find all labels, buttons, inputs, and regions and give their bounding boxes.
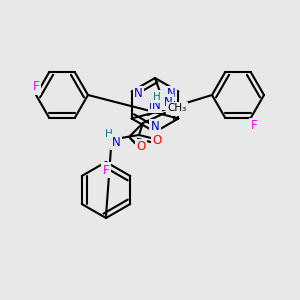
Text: F: F: [33, 80, 39, 94]
Text: H: H: [105, 129, 113, 139]
Text: N: N: [112, 136, 120, 148]
Text: H: H: [149, 92, 157, 101]
Text: F: F: [103, 164, 109, 176]
Text: N: N: [149, 99, 158, 112]
Text: H: H: [172, 105, 180, 115]
Text: H: H: [153, 92, 160, 101]
Text: N: N: [134, 87, 143, 100]
Text: O: O: [152, 134, 162, 146]
Text: N: N: [151, 121, 159, 134]
Text: N: N: [152, 99, 161, 112]
Text: F: F: [251, 119, 257, 132]
Text: O: O: [136, 140, 146, 154]
Text: N: N: [164, 95, 172, 109]
Text: CH₃: CH₃: [167, 103, 187, 113]
Text: N: N: [167, 87, 176, 100]
